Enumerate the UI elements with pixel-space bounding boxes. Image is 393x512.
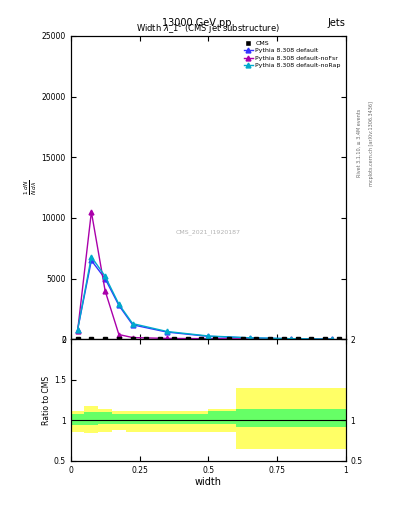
Text: 13000 GeV pp: 13000 GeV pp: [162, 18, 231, 28]
Y-axis label: $\frac{1}{N}\frac{dN}{d\lambda}$: $\frac{1}{N}\frac{dN}{d\lambda}$: [22, 180, 39, 196]
Y-axis label: Ratio to CMS: Ratio to CMS: [42, 375, 51, 424]
Text: Rivet 3.1.10, ≥ 3.4M events: Rivet 3.1.10, ≥ 3.4M events: [357, 109, 362, 178]
Text: CMS_2021_I1920187: CMS_2021_I1920187: [176, 229, 241, 235]
Title: Width $\lambda\_1^1$ (CMS jet substructure): Width $\lambda\_1^1$ (CMS jet substructu…: [136, 22, 280, 36]
Legend: CMS, Pythia 8.308 default, Pythia 8.308 default-noFsr, Pythia 8.308 default-noRa: CMS, Pythia 8.308 default, Pythia 8.308 …: [242, 39, 343, 70]
X-axis label: width: width: [195, 477, 222, 487]
Text: mcplots.cern.ch [arXiv:1306.3436]: mcplots.cern.ch [arXiv:1306.3436]: [369, 101, 374, 186]
Text: Jets: Jets: [328, 18, 346, 28]
